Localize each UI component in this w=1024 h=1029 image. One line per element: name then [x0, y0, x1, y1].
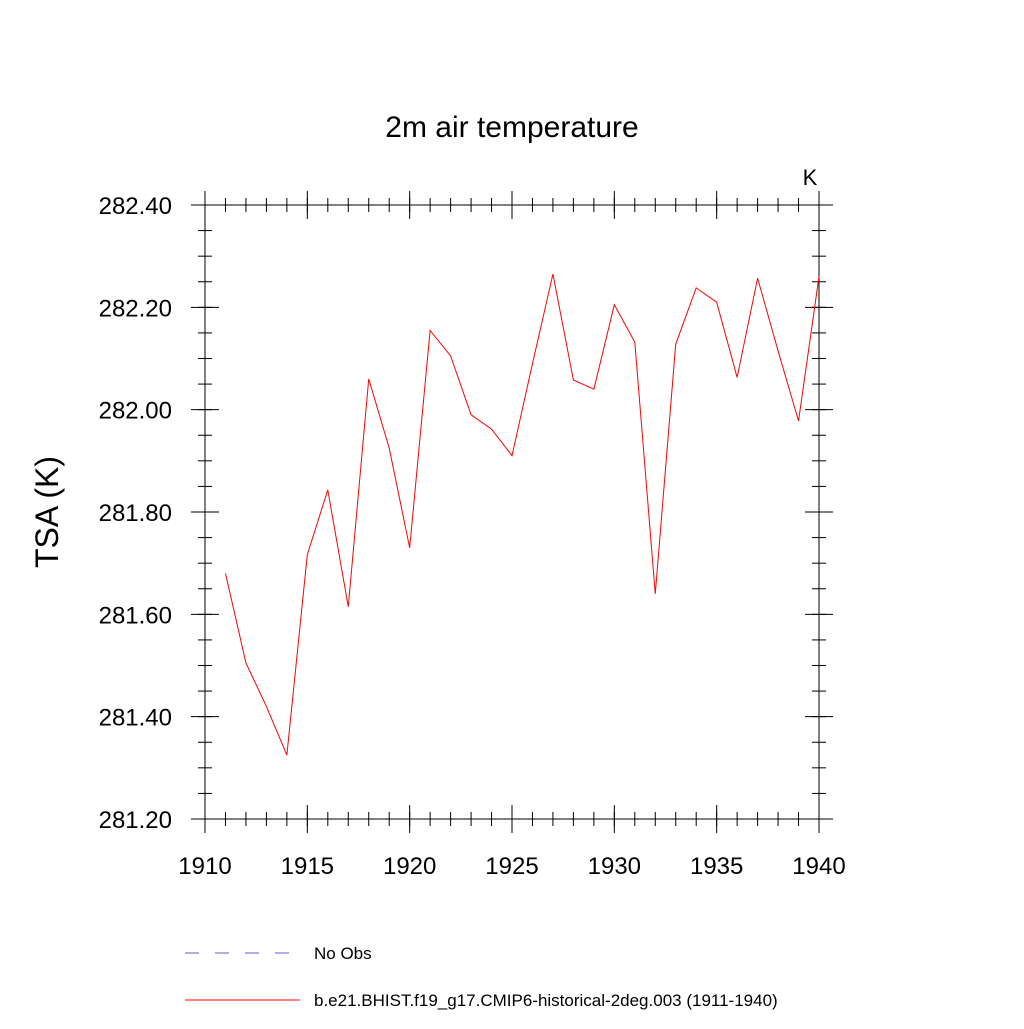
- x-tick-label: 1925: [485, 853, 538, 880]
- legend-label-model-run: b.e21.BHIST.f19_g17.CMIP6-historical-2de…: [314, 991, 778, 1010]
- x-tick-label: 1910: [178, 853, 231, 880]
- y-tick-labels: 281.20 281.40 281.60 281.80 282.00 282.20 282.…: [99, 193, 172, 834]
- legend-label-no-obs: No Obs: [314, 944, 372, 963]
- y-tick-label: 282.40: [99, 193, 172, 220]
- y-axis-label: TSA (K): [29, 456, 65, 568]
- series-layer: [224, 273, 820, 756]
- y-tick-label: 281.80: [99, 500, 172, 527]
- x-tick-labels: 1910 1915 1920 1925 1930 1935 1940: [178, 853, 845, 880]
- y-tick-label: 281.40: [99, 705, 172, 732]
- y-tick-label: 282.00: [99, 398, 172, 425]
- x-tick-label: 1920: [383, 853, 436, 880]
- x-tick-label: 1935: [690, 853, 743, 880]
- y-tick-label: 282.20: [99, 295, 172, 322]
- y-tick-label: 281.60: [99, 602, 172, 629]
- series-line: [224, 273, 820, 756]
- plot-frame: [204, 204, 820, 820]
- legend: No Obs b.e21.BHIST.f19_g17.CMIP6-histori…: [185, 944, 778, 1010]
- x-tick-label: 1915: [281, 853, 334, 880]
- y-tick-label: 281.20: [99, 807, 172, 834]
- x-tick-label: 1940: [792, 853, 845, 880]
- units-label: K: [803, 165, 818, 190]
- x-tick-label: 1930: [588, 853, 641, 880]
- chart-title: 2m air temperature: [385, 111, 638, 144]
- minor-ticks: [198, 198, 826, 826]
- major-ticks: [191, 191, 833, 833]
